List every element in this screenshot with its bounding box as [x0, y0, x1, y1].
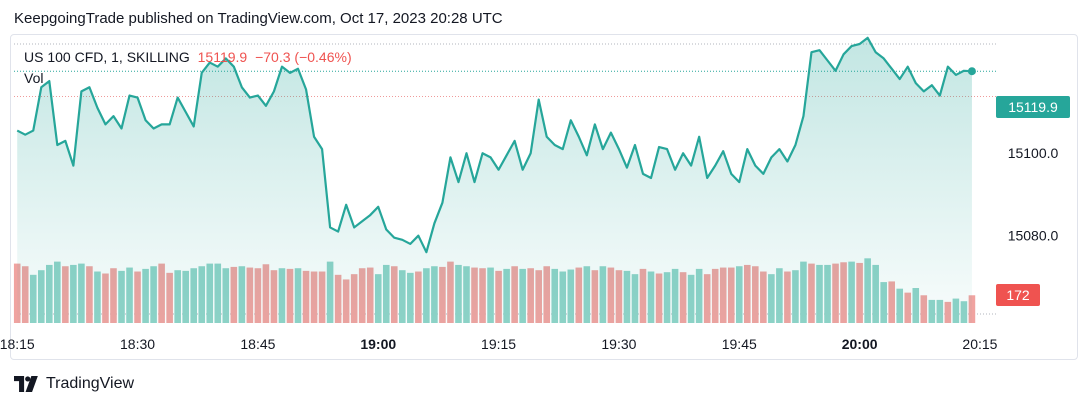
time-tick-label: 19:30: [601, 336, 636, 352]
chart-frame: [10, 34, 1078, 360]
last-price-badge-label: 15119.9: [1008, 99, 1058, 115]
footer-brand-label: TradingView: [46, 375, 135, 392]
time-tick-label: 18:45: [240, 336, 275, 352]
price-tick-label: 15100.0: [1008, 145, 1059, 161]
last-price-value: 15119.9: [197, 49, 248, 65]
time-tick-label: 19:15: [481, 336, 516, 352]
price-change-value: −70.3 (−0.46%): [255, 49, 352, 65]
symbol-title[interactable]: US 100 CFD, 1, SKILLING: [24, 49, 190, 65]
tradingview-logo-icon: [14, 376, 38, 392]
time-axis[interactable]: 18:15 18:30 18:45 19:00 19:15 19:30 19:45 20:00…: [0, 336, 998, 352]
last-volume-badge: 172: [996, 284, 1040, 306]
volume-bar: [968, 295, 976, 323]
last-volume-badge-label: 172: [1006, 287, 1030, 303]
time-tick-label: 19:45: [722, 336, 757, 352]
price-axis[interactable]: 15080.0 15100.0: [1008, 145, 1059, 243]
time-tick-label: 18:30: [120, 336, 155, 352]
footer-brand[interactable]: TradingView: [14, 375, 134, 393]
time-tick-label: 20:00: [842, 336, 878, 352]
last-price-dot: [967, 67, 976, 76]
chart-legend: US 100 CFD, 1, SKILLING 15119.9 −70.3 (−…: [24, 47, 352, 89]
time-tick-label: 18:15: [0, 336, 35, 352]
last-price-badge: 15119.9: [996, 96, 1070, 118]
price-area-fill: [17, 37, 972, 323]
volume-legend-label[interactable]: Vol: [24, 70, 44, 86]
price-tick-label: 15080.0: [1008, 228, 1059, 244]
publisher-line: KeepgoingTrade published on TradingView.…: [14, 10, 503, 27]
time-tick-label: 20:15: [962, 336, 997, 352]
time-tick-label: 19:00: [360, 336, 396, 352]
price-line: [16, 36, 972, 254]
